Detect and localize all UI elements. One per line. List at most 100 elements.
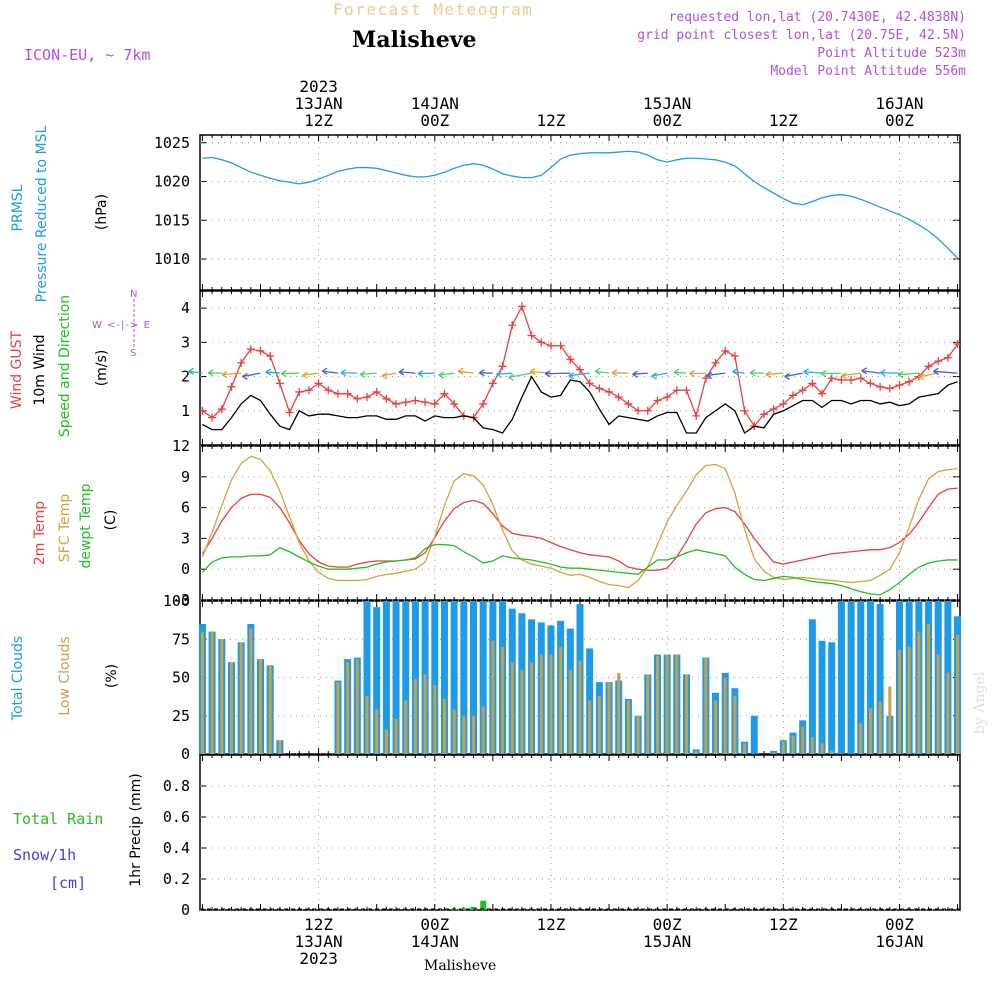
gust-marker xyxy=(275,379,284,388)
gust-marker xyxy=(905,377,914,386)
gust-marker xyxy=(788,391,797,400)
wind-arrow-head xyxy=(706,371,713,380)
total-cloud-bar xyxy=(876,604,884,754)
wind-arrow-head xyxy=(732,368,738,376)
wind-arrow-head xyxy=(918,373,925,381)
wind-arrow-head xyxy=(207,369,214,377)
gust-marker xyxy=(769,405,778,414)
gust-marker xyxy=(711,358,720,367)
panel-frame xyxy=(199,134,961,291)
gust-marker xyxy=(634,406,643,415)
wind-arrow-head xyxy=(861,367,868,375)
low-cloud-bar xyxy=(491,640,495,754)
footer-location: Malisheve xyxy=(424,958,497,974)
y-tick-label: 3 xyxy=(181,529,190,547)
gust-marker xyxy=(333,389,342,398)
low-cloud-bar xyxy=(820,743,824,754)
y-tick-label: 75 xyxy=(172,630,190,648)
y-tick-label: 2 xyxy=(181,368,190,386)
total-cloud-bar xyxy=(363,601,371,754)
low-cloud-bar xyxy=(539,654,543,754)
gust-marker xyxy=(392,399,401,408)
y-tick-label: 0 xyxy=(181,901,190,919)
wind-arrow-head xyxy=(359,370,366,378)
gust-marker xyxy=(605,387,614,396)
gust-marker xyxy=(856,374,865,383)
low-cloud-bar xyxy=(704,657,708,754)
low-cloud-bar xyxy=(956,634,960,754)
wind-arrow-head xyxy=(398,368,405,376)
y-tick-label: 1020 xyxy=(154,173,190,191)
wind-arrow-head xyxy=(784,372,790,381)
wind-arrow xyxy=(933,370,958,374)
low-cloud-bar xyxy=(617,672,621,754)
gust-marker xyxy=(430,399,439,408)
wind-arrow xyxy=(918,372,939,378)
low-cloud-bar xyxy=(239,642,243,754)
gust-marker xyxy=(895,381,904,390)
compass-we: W <-|-> E xyxy=(92,320,151,331)
wind-arrow-head xyxy=(765,370,772,379)
gust-marker xyxy=(740,406,749,415)
requested-coords: requested lon,lat (20.7430E, 42.4838N) xyxy=(668,10,966,25)
bottom-hour-label: 12Z xyxy=(537,915,566,934)
bottom-date-label: 14JAN xyxy=(411,932,459,951)
wind-arrow-head xyxy=(803,368,809,376)
low-cloud-bar xyxy=(694,750,698,754)
gust-marker xyxy=(517,302,526,311)
low-cloud-bar xyxy=(530,662,534,754)
gust-marker xyxy=(643,406,652,415)
gust-marker xyxy=(614,393,623,402)
wind-arrow-head xyxy=(544,370,551,378)
gust-marker xyxy=(885,384,894,393)
gust-marker xyxy=(411,396,420,405)
total-cloud-bar xyxy=(808,619,816,754)
pressure-line xyxy=(202,150,959,259)
bottom-hour-label: 12Z xyxy=(769,915,798,934)
wind-arrow-head xyxy=(611,369,618,377)
gust-marker xyxy=(440,389,449,398)
wind-arrow-head xyxy=(457,367,464,375)
low-cloud-bar xyxy=(597,695,601,754)
wind-arrow xyxy=(438,372,455,376)
low-cloud-bar xyxy=(917,631,921,754)
top-hour-label: 00Z xyxy=(420,111,449,130)
bottom-year-label: 2023 xyxy=(299,949,338,968)
wind-arrow xyxy=(302,372,319,376)
low-cloud-bar xyxy=(665,654,669,754)
gust-marker xyxy=(672,386,681,395)
low-cloud-bar xyxy=(830,750,834,754)
top-year-label: 2023 xyxy=(299,77,338,96)
top-hour-label: 00Z xyxy=(885,111,914,130)
wind-arrow-head xyxy=(188,367,194,375)
low-cloud-bar xyxy=(472,715,476,754)
gust-marker xyxy=(682,386,691,395)
gust-marker xyxy=(353,394,362,403)
low-cloud-bar xyxy=(268,665,272,754)
total-cloud-bar xyxy=(818,640,826,754)
wind-arrow xyxy=(188,370,203,374)
gust-marker xyxy=(595,384,604,393)
total-cloud-bar xyxy=(431,601,439,754)
gust-marker xyxy=(876,382,885,391)
bottom-hour-label: 12Z xyxy=(304,915,333,934)
gust-marker xyxy=(227,382,236,391)
wind-arrow-head xyxy=(841,372,847,380)
low-cloud-bar xyxy=(675,654,679,754)
gust-marker xyxy=(624,399,633,408)
wind-arrow xyxy=(651,372,668,377)
wind-arrow-head xyxy=(820,370,827,378)
low-cloud-bar xyxy=(413,679,417,754)
y-tick-label: 1025 xyxy=(154,134,190,152)
low-cloud-bar xyxy=(259,659,263,754)
y-tick-label: 0 xyxy=(181,560,190,578)
wind-arrow xyxy=(784,372,803,378)
low-cloud-bar xyxy=(791,735,795,754)
gust-marker xyxy=(266,352,275,361)
wind-arrow-head xyxy=(651,372,657,380)
gust-marker xyxy=(324,386,333,395)
low-cloud-bar xyxy=(355,659,359,754)
snow-label: Snow/1h xyxy=(13,846,77,864)
y-tick-label: 0.8 xyxy=(163,777,190,795)
gust-marker xyxy=(372,387,381,396)
